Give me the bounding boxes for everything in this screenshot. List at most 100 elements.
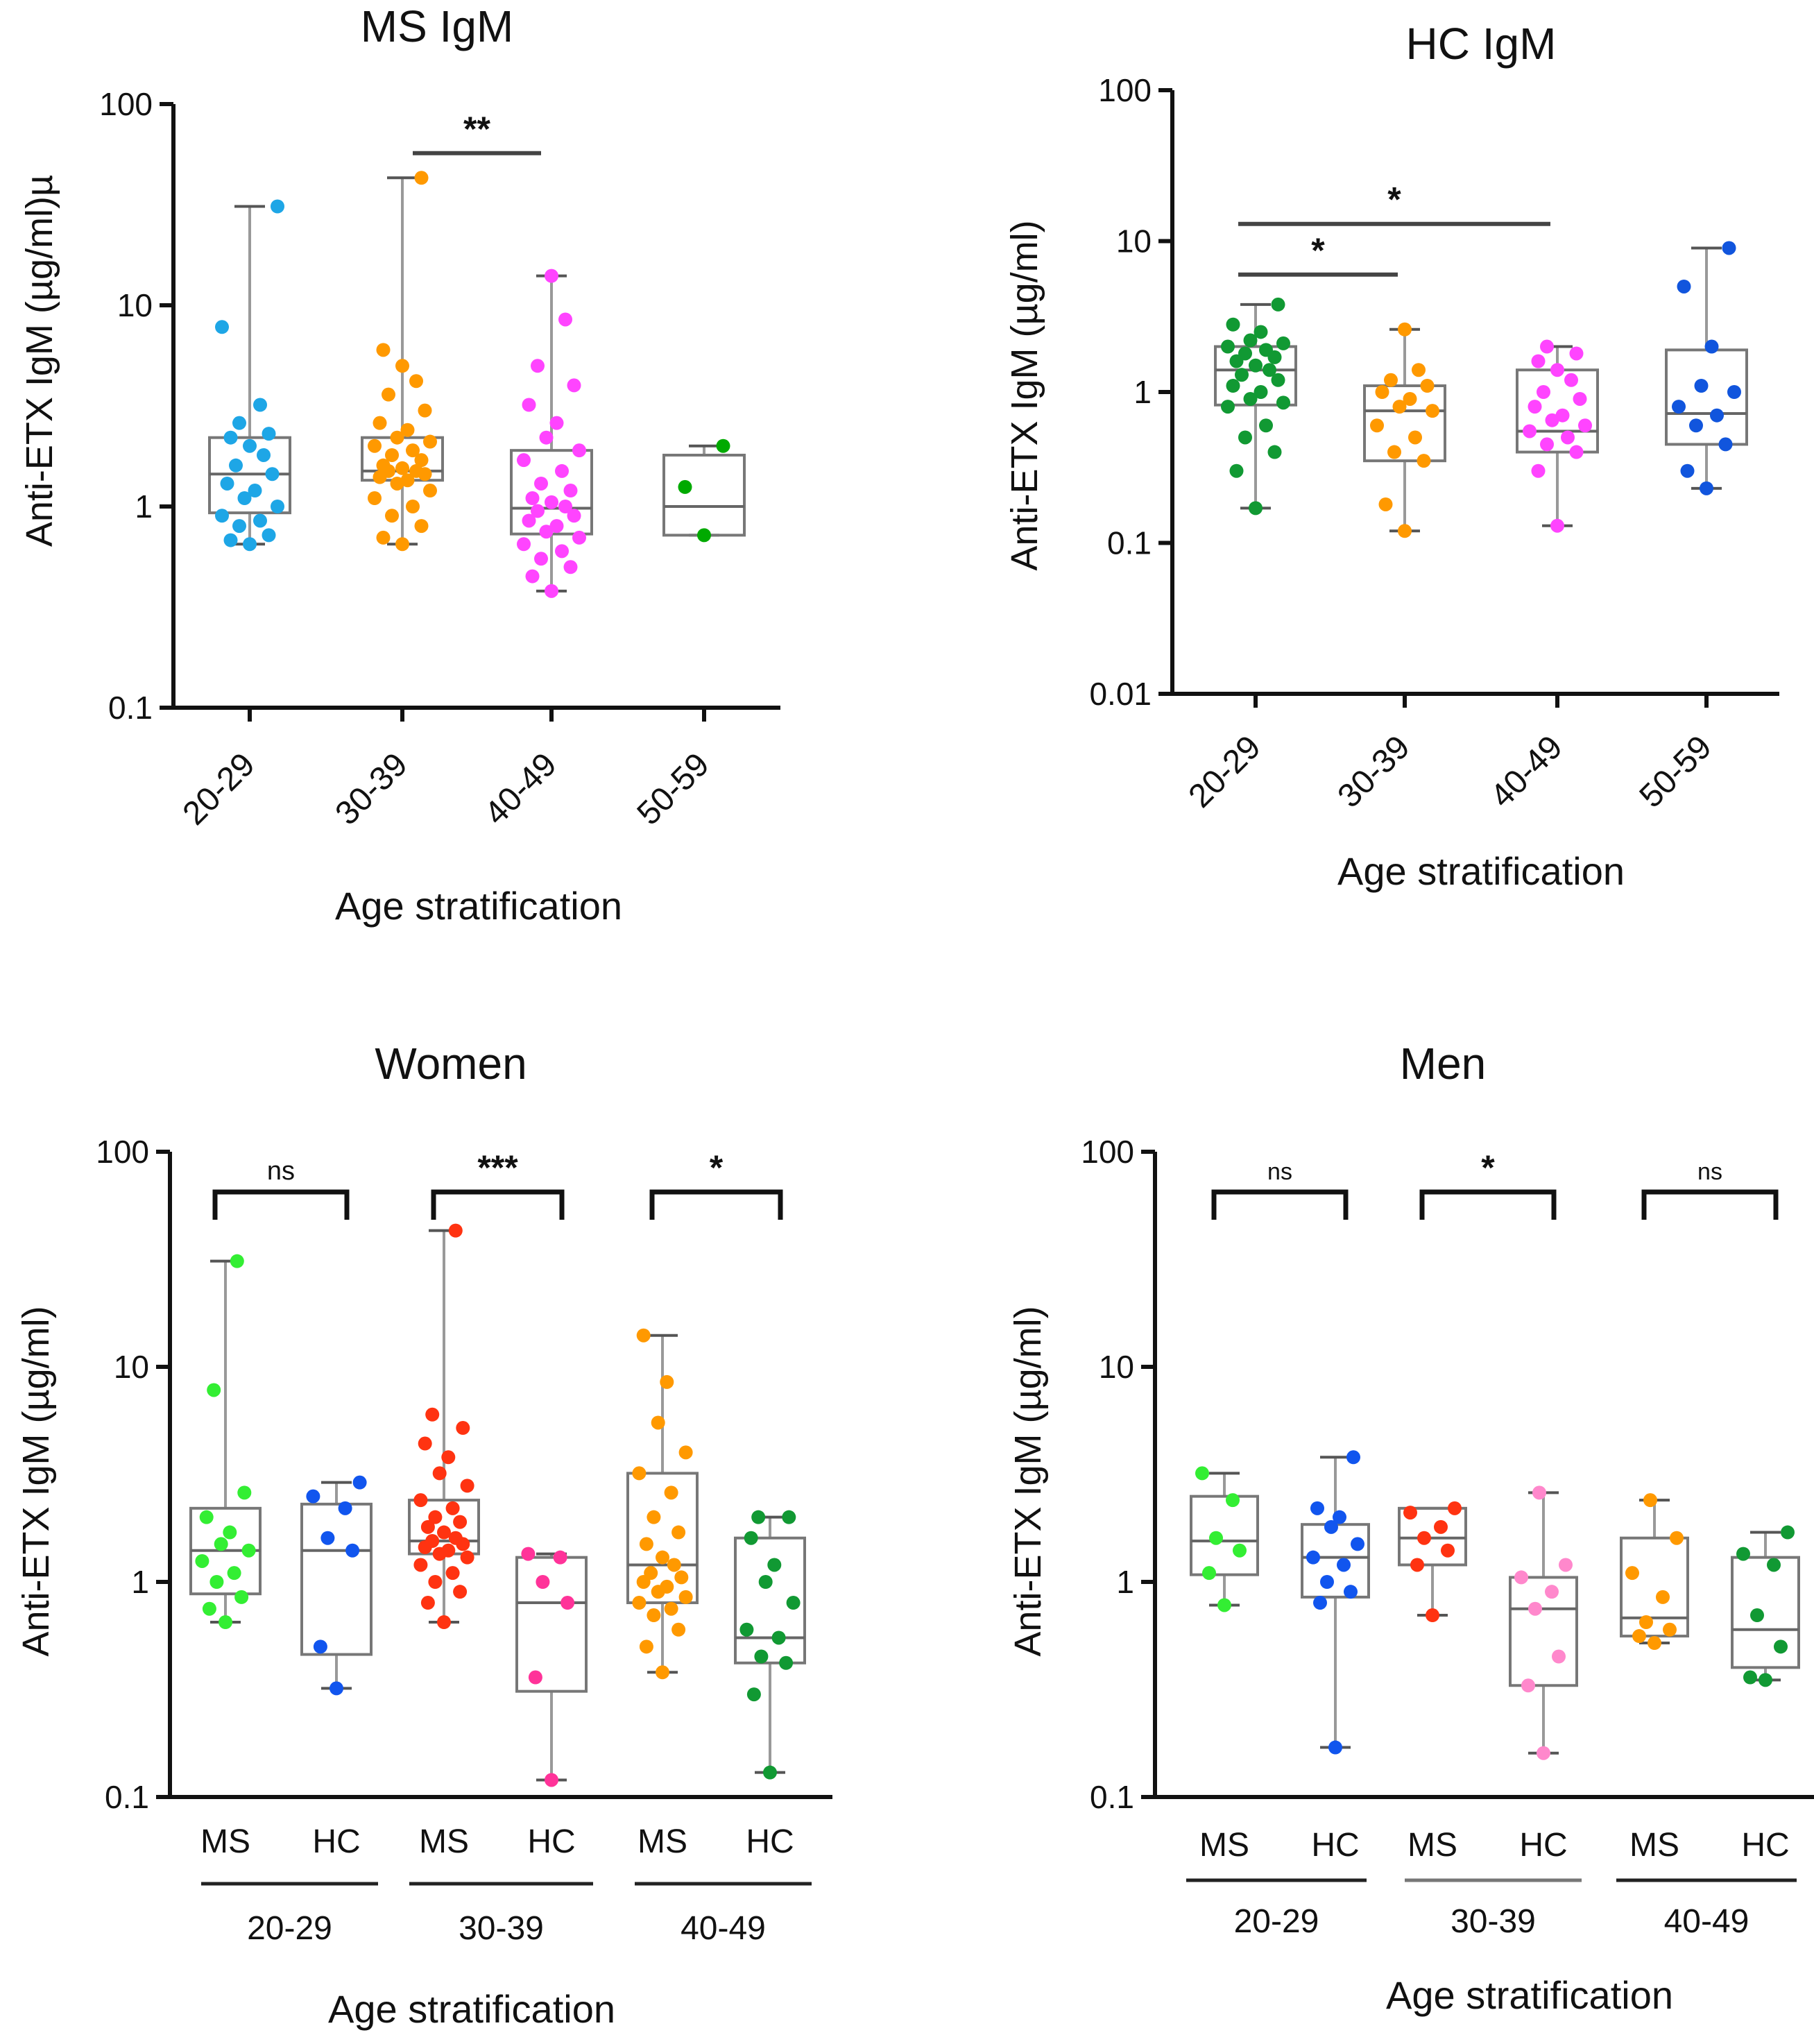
data-point [414, 519, 429, 534]
data-point [767, 1558, 782, 1572]
data-point [1531, 463, 1546, 478]
significance-label: ns [1697, 1159, 1722, 1185]
data-point [453, 1515, 468, 1529]
data-point [1417, 1531, 1431, 1545]
data-point [647, 1608, 661, 1623]
data-point [1545, 1585, 1559, 1599]
data-point [782, 1510, 796, 1524]
data-point [437, 1615, 451, 1629]
x-tick-label: 20-29 [176, 746, 262, 832]
data-point [1528, 400, 1542, 414]
data-point [1226, 317, 1240, 332]
data-point [1253, 385, 1268, 399]
box-iqr [1190, 1494, 1259, 1576]
y-tick-label: 0.1 [105, 1779, 149, 1815]
data-point [545, 269, 558, 283]
data-point [517, 537, 531, 552]
data-point [1759, 1673, 1772, 1687]
significance-label: *** [477, 1148, 518, 1187]
significance-bracket [1211, 1189, 1349, 1220]
data-point [306, 1489, 320, 1504]
data-point [1271, 373, 1285, 387]
data-point [539, 525, 554, 539]
data-point [400, 473, 415, 488]
data-point [199, 1510, 214, 1524]
data-point [1276, 395, 1290, 410]
data-point [409, 374, 423, 389]
data-point [1523, 424, 1537, 438]
data-point [536, 1575, 550, 1589]
data-point [660, 1579, 674, 1594]
data-point [636, 1328, 651, 1343]
box-iqr [515, 1556, 588, 1693]
significance-annotation: * [1238, 180, 1550, 226]
data-point [1718, 437, 1733, 452]
data-point [779, 1655, 794, 1670]
y-axis-label: Anti-ETX IgM (µg/ml) [1004, 220, 1045, 570]
x-tick-label: HC [1311, 1827, 1359, 1864]
significance-label: ns [1267, 1159, 1292, 1185]
x-tick-label: MS [1199, 1827, 1249, 1864]
data-point [534, 476, 548, 491]
data-point [1689, 418, 1703, 433]
significance-bracket [649, 1189, 783, 1220]
box-group-4 [1665, 241, 1748, 495]
data-point [567, 509, 581, 523]
data-point [660, 1374, 674, 1389]
data-point [1722, 241, 1736, 255]
data-point [1412, 363, 1426, 377]
data-point [1643, 1493, 1657, 1508]
data-point [376, 343, 391, 357]
data-point [330, 1681, 343, 1696]
y-tick-label: 0.1 [108, 690, 153, 726]
data-point [1532, 1485, 1546, 1500]
data-point [215, 509, 229, 523]
data-point [549, 416, 564, 430]
data-point [1743, 1670, 1757, 1685]
box-iqr [1363, 384, 1446, 463]
data-point [647, 1510, 661, 1524]
chart-title: MS IgM [361, 1, 513, 51]
y-tick-label: 0.1 [1107, 525, 1152, 561]
data-point [1217, 1598, 1231, 1612]
y-axis-label: Anti-ETX IgM (µg/ml) [1007, 1306, 1049, 1656]
data-point [320, 1531, 335, 1545]
data-point [257, 448, 271, 462]
data-point [223, 1525, 237, 1540]
data-point [234, 1590, 249, 1604]
data-point [1259, 343, 1273, 357]
data-point [1670, 1531, 1684, 1545]
data-point [1564, 373, 1578, 387]
data-point [1656, 1590, 1670, 1604]
data-point [425, 1407, 440, 1422]
data-point [214, 1537, 228, 1551]
data-point [400, 423, 415, 437]
data-point [744, 1531, 758, 1545]
data-point [265, 467, 280, 482]
data-point [1537, 1746, 1550, 1760]
data-point [651, 1415, 665, 1430]
data-point [425, 1533, 440, 1548]
data-point [1328, 1740, 1342, 1755]
data-point [195, 1553, 209, 1568]
data-point [338, 1501, 352, 1515]
box-group-1 [208, 199, 291, 552]
significance-annotation: ns [1211, 1159, 1349, 1220]
data-point [428, 1510, 443, 1524]
data-point [678, 1445, 693, 1460]
data-point [1448, 1501, 1462, 1515]
box-iqr [662, 453, 746, 537]
data-point [262, 528, 276, 543]
y-tick-label: 100 [1081, 1134, 1134, 1170]
data-point [271, 199, 284, 214]
data-point [545, 1773, 558, 1787]
data-point [395, 359, 409, 373]
chart-panel-1: MS IgM Anti-ETX IgM (µg/ml)µ Age stratific… [19, 1, 780, 928]
data-point [522, 513, 536, 528]
data-point [406, 500, 420, 513]
data-point [1398, 524, 1412, 538]
data-point [1704, 339, 1719, 354]
x-tick-label: MS [1407, 1827, 1457, 1864]
box-group-2 [300, 1475, 373, 1696]
data-point [223, 533, 238, 547]
